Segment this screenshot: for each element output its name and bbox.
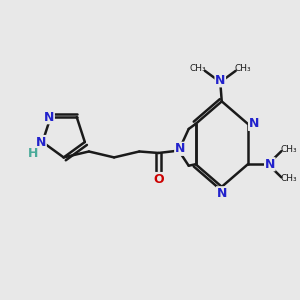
Text: N: N (217, 187, 227, 200)
Text: N: N (36, 136, 46, 148)
Text: CH₃: CH₃ (235, 64, 251, 73)
Text: CH₃: CH₃ (281, 174, 297, 183)
Text: H: H (28, 147, 38, 160)
Text: N: N (249, 117, 259, 130)
Text: O: O (153, 172, 164, 186)
Text: N: N (175, 142, 185, 155)
Text: N: N (265, 158, 275, 171)
Text: CH₃: CH₃ (189, 64, 206, 73)
Text: CH₃: CH₃ (281, 145, 297, 154)
Text: N: N (215, 74, 226, 87)
Text: N: N (44, 111, 54, 124)
